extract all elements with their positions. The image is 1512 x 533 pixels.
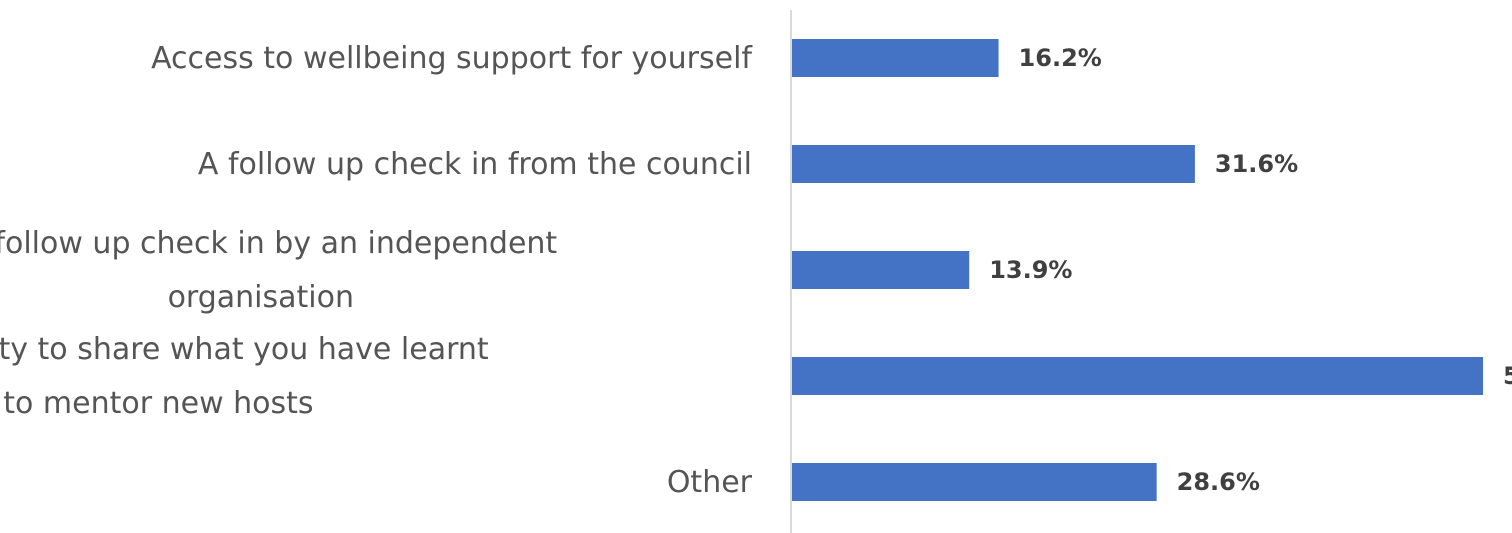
- category-label: A follow up check in from the council: [198, 147, 752, 182]
- data-labels: 16.2% 31.6% 13.9% 5 28.6%: [989, 44, 1512, 496]
- bar: [792, 357, 1484, 395]
- data-label: 16.2%: [1019, 44, 1102, 72]
- data-label: 31.6%: [1215, 150, 1298, 178]
- category-label: Access to wellbeing support for yourself: [151, 41, 753, 76]
- bar: [792, 145, 1195, 183]
- category-label-line: The opportunity to share what you have l…: [0, 332, 489, 367]
- category-label-line: A follow up check in from the council: [198, 147, 752, 182]
- category-label: A follow up check in by an independent or…: [0, 226, 557, 315]
- category-label: The opportunity to share what you have l…: [0, 332, 489, 421]
- category-label-line: Other: [667, 465, 753, 500]
- data-label: 13.9%: [989, 256, 1072, 284]
- category-labels: Access to wellbeing support for yourself…: [0, 41, 753, 500]
- bar: [792, 463, 1157, 501]
- data-label: 5: [1503, 362, 1512, 390]
- category-label-line: Access to wellbeing support for yourself: [151, 41, 753, 76]
- category-label-line: organisation: [168, 280, 354, 315]
- data-label: 28.6%: [1177, 468, 1260, 496]
- category-label-line: A follow up check in by an independent: [0, 226, 557, 261]
- category-label-line: or to mentor new hosts: [0, 386, 314, 421]
- category-label: Other: [667, 465, 753, 500]
- bars: [792, 39, 1484, 501]
- bar: [792, 39, 999, 77]
- bar: [792, 251, 970, 289]
